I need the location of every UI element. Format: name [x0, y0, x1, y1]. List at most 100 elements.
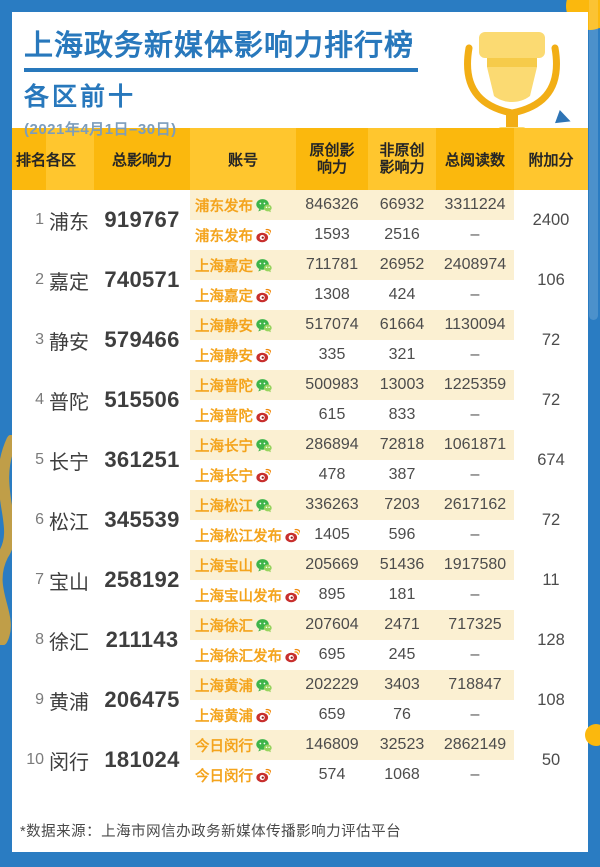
non-original-influence-value: 76: [393, 706, 411, 723]
total-reads-value: –: [470, 706, 480, 723]
weibo-icon: [285, 528, 300, 543]
trophy-icon: [464, 32, 560, 136]
non-original-influence-value: 1068: [384, 766, 420, 783]
column-header-bonus: 附加分: [514, 128, 588, 190]
column-header-non-original-influence: 非原创影响力: [368, 128, 436, 190]
account-name: 上海长宁: [195, 468, 253, 485]
account-name: 上海静安: [195, 348, 253, 365]
account-cell: 上海长宁: [190, 430, 296, 460]
weibo-icon: [256, 468, 271, 483]
account-name: 浦东发布: [195, 228, 253, 245]
page-title: 上海政务新媒体影响力排行榜: [24, 22, 419, 72]
total-reads-value: –: [470, 286, 480, 303]
total-reads-value: 718847: [436, 670, 514, 700]
account-cell: 上海松江发布: [190, 520, 300, 550]
account-cell: 上海徐汇发布: [190, 640, 300, 670]
non-original-influence-value: 32523: [368, 730, 436, 760]
total-influence-value: 579466: [104, 327, 180, 352]
original-influence-value: 1405: [314, 526, 350, 543]
district-name: 闵行: [49, 751, 89, 774]
account-cell: 浦东发布: [190, 220, 296, 250]
account-cell: 上海普陀: [190, 400, 296, 430]
weibo-icon: [256, 408, 271, 423]
column-header-district: 各区: [46, 128, 94, 190]
column-header-label: 非原创影响力: [379, 141, 425, 176]
non-original-influence-value: 13003: [368, 370, 436, 400]
total-reads-value: 2862149: [436, 730, 514, 760]
bonus-value: 108: [537, 690, 565, 709]
total-influence-value: 181024: [104, 747, 180, 772]
account-cell: 上海黄浦: [190, 670, 296, 700]
total-reads-value: –: [470, 346, 480, 363]
district-row: 7 宝山 258192 11 上海宝山 205669 51436 1917580 上海宝山发布 8…: [12, 550, 588, 610]
account-cell: 上海普陀: [190, 370, 296, 400]
weibo-icon: [256, 708, 271, 723]
district-row: 1 浦东 919767 2400 浦东发布 846326 66932 3311224 浦东发布 1…: [12, 190, 588, 250]
source-footnote: *数据来源：上海市网信办政务新媒体传播影响力评估平台: [20, 824, 402, 840]
original-influence-value: 1593: [314, 226, 350, 243]
bonus-value: 128: [537, 630, 565, 649]
total-reads-value: 2617162: [436, 490, 514, 520]
account-cell: 今日闵行: [190, 760, 296, 790]
rank-value: 6: [35, 511, 44, 528]
page-subtitle: 各区前十: [24, 83, 137, 111]
non-original-influence-value: 26952: [368, 250, 436, 280]
table-header-row: 排名 各区 总影响力 账号 原创影响力 非原创影响力 总阅读数 附加分: [12, 128, 588, 190]
column-header-label: 附加分: [528, 151, 574, 169]
weibo-icon: [256, 768, 271, 783]
district-name: 徐汇: [49, 631, 89, 654]
column-header-label: 总阅读数: [444, 151, 505, 169]
bonus-value: 106: [537, 270, 565, 289]
page-header: 上海政务新媒体影响力排行榜 各区前十 (2021年4月1日–30日): [24, 22, 419, 139]
wechat-icon: [256, 318, 272, 333]
account-name: 上海宝山发布: [195, 588, 282, 605]
weibo-icon: [256, 288, 271, 303]
original-influence-value: 286894: [296, 430, 368, 460]
district-row: 6 松江 345539 72 上海松江 336263 7203 2617162 上海松江发布 14…: [12, 490, 588, 550]
account-cell: 上海静安: [190, 310, 296, 340]
original-influence-value: 517074: [296, 310, 368, 340]
total-reads-value: 1061871: [436, 430, 514, 460]
district-row: 5 长宁 361251 674 上海长宁 286894 72818 1061871 上海长宁 47…: [12, 430, 588, 490]
wechat-icon: [256, 198, 272, 213]
original-influence-value: 500983: [296, 370, 368, 400]
original-influence-value: 659: [318, 706, 346, 723]
total-influence-value: 206475: [104, 687, 180, 712]
total-reads-value: –: [470, 766, 480, 783]
column-header-total-reads: 总阅读数: [436, 128, 514, 190]
total-influence-value: 258192: [104, 567, 180, 592]
column-header-label: 各区: [46, 151, 77, 169]
wechat-icon: [256, 738, 272, 753]
total-reads-value: 3311224: [436, 190, 514, 220]
district-name: 静安: [49, 331, 89, 354]
account-name: 上海徐汇发布: [195, 648, 282, 665]
date-range: (2021年4月1日–30日): [24, 121, 177, 138]
wechat-icon: [256, 558, 272, 573]
total-reads-value: 1130094: [436, 310, 514, 340]
rank-value: 7: [35, 571, 44, 588]
wechat-icon: [256, 498, 272, 513]
content-card: 上海政务新媒体影响力排行榜 各区前十 (2021年4月1日–30日) 排名 各区 总…: [12, 12, 588, 852]
non-original-influence-value: 424: [388, 286, 416, 303]
column-header-original-influence: 原创影响力: [296, 128, 368, 190]
wechat-icon: [256, 678, 272, 693]
account-name: 浦东发布: [195, 198, 253, 215]
original-influence-value: 146809: [296, 730, 368, 760]
original-influence-value: 846326: [296, 190, 368, 220]
weibo-icon: [256, 228, 271, 243]
left-border-swirl-decoration: [0, 435, 13, 645]
rank-value: 4: [35, 391, 44, 408]
column-header-label: 总影响力: [111, 151, 172, 169]
original-influence-value: 205669: [296, 550, 368, 580]
column-header-total-influence: 总影响力: [94, 128, 190, 190]
bonus-value: 2400: [532, 210, 570, 229]
original-influence-value: 478: [318, 466, 346, 483]
account-cell: 上海宝山发布: [190, 580, 300, 610]
wechat-icon: [256, 438, 272, 453]
district-name: 黄浦: [49, 691, 89, 714]
original-influence-value: 895: [318, 586, 346, 603]
original-influence-value: 1308: [314, 286, 350, 303]
rank-value: 3: [35, 331, 44, 348]
bonus-value: 11: [542, 570, 560, 589]
